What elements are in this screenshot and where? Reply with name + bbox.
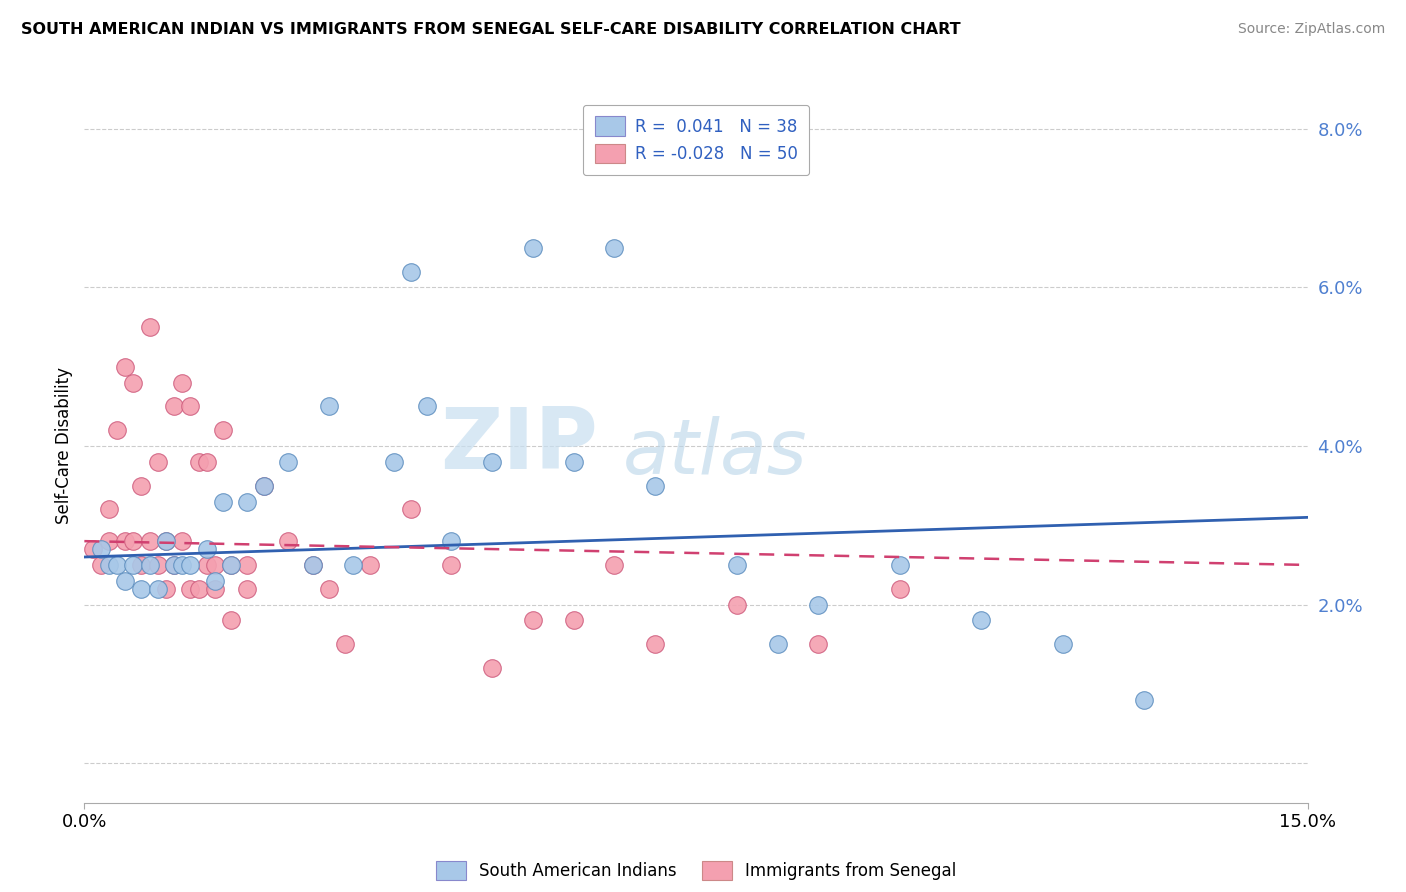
Point	[253, 478, 276, 492]
Point	[163, 558, 186, 572]
Point	[970, 614, 993, 628]
Point	[122, 534, 145, 549]
Point	[481, 455, 503, 469]
Point	[179, 582, 201, 596]
Point	[138, 534, 160, 549]
Point	[212, 423, 235, 437]
Point	[122, 558, 145, 572]
Point	[382, 455, 405, 469]
Point	[889, 558, 911, 572]
Text: atlas: atlas	[623, 417, 807, 490]
Point	[195, 455, 218, 469]
Point	[725, 558, 748, 572]
Text: ZIP: ZIP	[440, 404, 598, 488]
Point	[359, 558, 381, 572]
Point	[179, 558, 201, 572]
Point	[644, 637, 666, 651]
Point	[138, 558, 160, 572]
Point	[603, 241, 626, 255]
Point	[114, 574, 136, 588]
Point	[236, 582, 259, 596]
Point	[204, 574, 226, 588]
Point	[318, 582, 340, 596]
Point	[522, 241, 544, 255]
Point	[204, 558, 226, 572]
Y-axis label: Self-Care Disability: Self-Care Disability	[55, 368, 73, 524]
Point	[131, 558, 153, 572]
Point	[236, 494, 259, 508]
Point	[562, 455, 585, 469]
Point	[90, 558, 112, 572]
Point	[90, 542, 112, 557]
Point	[1133, 692, 1156, 706]
Point	[155, 582, 177, 596]
Point	[807, 598, 830, 612]
Point	[562, 614, 585, 628]
Point	[97, 534, 120, 549]
Point	[212, 494, 235, 508]
Point	[146, 582, 169, 596]
Point	[163, 558, 186, 572]
Point	[335, 637, 357, 651]
Point	[318, 400, 340, 414]
Point	[603, 558, 626, 572]
Point	[766, 637, 789, 651]
Legend: South American Indians, Immigrants from Senegal: South American Indians, Immigrants from …	[429, 854, 963, 887]
Point	[187, 455, 209, 469]
Point	[187, 582, 209, 596]
Point	[97, 558, 120, 572]
Point	[440, 558, 463, 572]
Point	[105, 558, 128, 572]
Point	[301, 558, 323, 572]
Point	[163, 400, 186, 414]
Point	[219, 614, 242, 628]
Point	[82, 542, 104, 557]
Point	[644, 478, 666, 492]
Point	[807, 637, 830, 651]
Point	[416, 400, 439, 414]
Text: Source: ZipAtlas.com: Source: ZipAtlas.com	[1237, 22, 1385, 37]
Text: SOUTH AMERICAN INDIAN VS IMMIGRANTS FROM SENEGAL SELF-CARE DISABILITY CORRELATIO: SOUTH AMERICAN INDIAN VS IMMIGRANTS FROM…	[21, 22, 960, 37]
Point	[277, 455, 299, 469]
Point	[195, 542, 218, 557]
Point	[97, 502, 120, 516]
Point	[219, 558, 242, 572]
Point	[172, 376, 194, 390]
Point	[253, 478, 276, 492]
Point	[236, 558, 259, 572]
Point	[399, 502, 422, 516]
Point	[172, 558, 194, 572]
Point	[131, 582, 153, 596]
Point	[114, 534, 136, 549]
Point	[105, 423, 128, 437]
Point	[195, 558, 218, 572]
Point	[179, 400, 201, 414]
Point	[146, 558, 169, 572]
Point	[114, 359, 136, 374]
Point	[725, 598, 748, 612]
Point	[131, 478, 153, 492]
Point	[219, 558, 242, 572]
Point	[155, 534, 177, 549]
Point	[522, 614, 544, 628]
Point	[138, 320, 160, 334]
Point	[1052, 637, 1074, 651]
Point	[277, 534, 299, 549]
Point	[122, 376, 145, 390]
Point	[146, 455, 169, 469]
Point	[481, 661, 503, 675]
Point	[155, 534, 177, 549]
Point	[204, 582, 226, 596]
Point	[342, 558, 364, 572]
Point	[889, 582, 911, 596]
Point	[399, 264, 422, 278]
Point	[440, 534, 463, 549]
Point	[301, 558, 323, 572]
Point	[172, 534, 194, 549]
